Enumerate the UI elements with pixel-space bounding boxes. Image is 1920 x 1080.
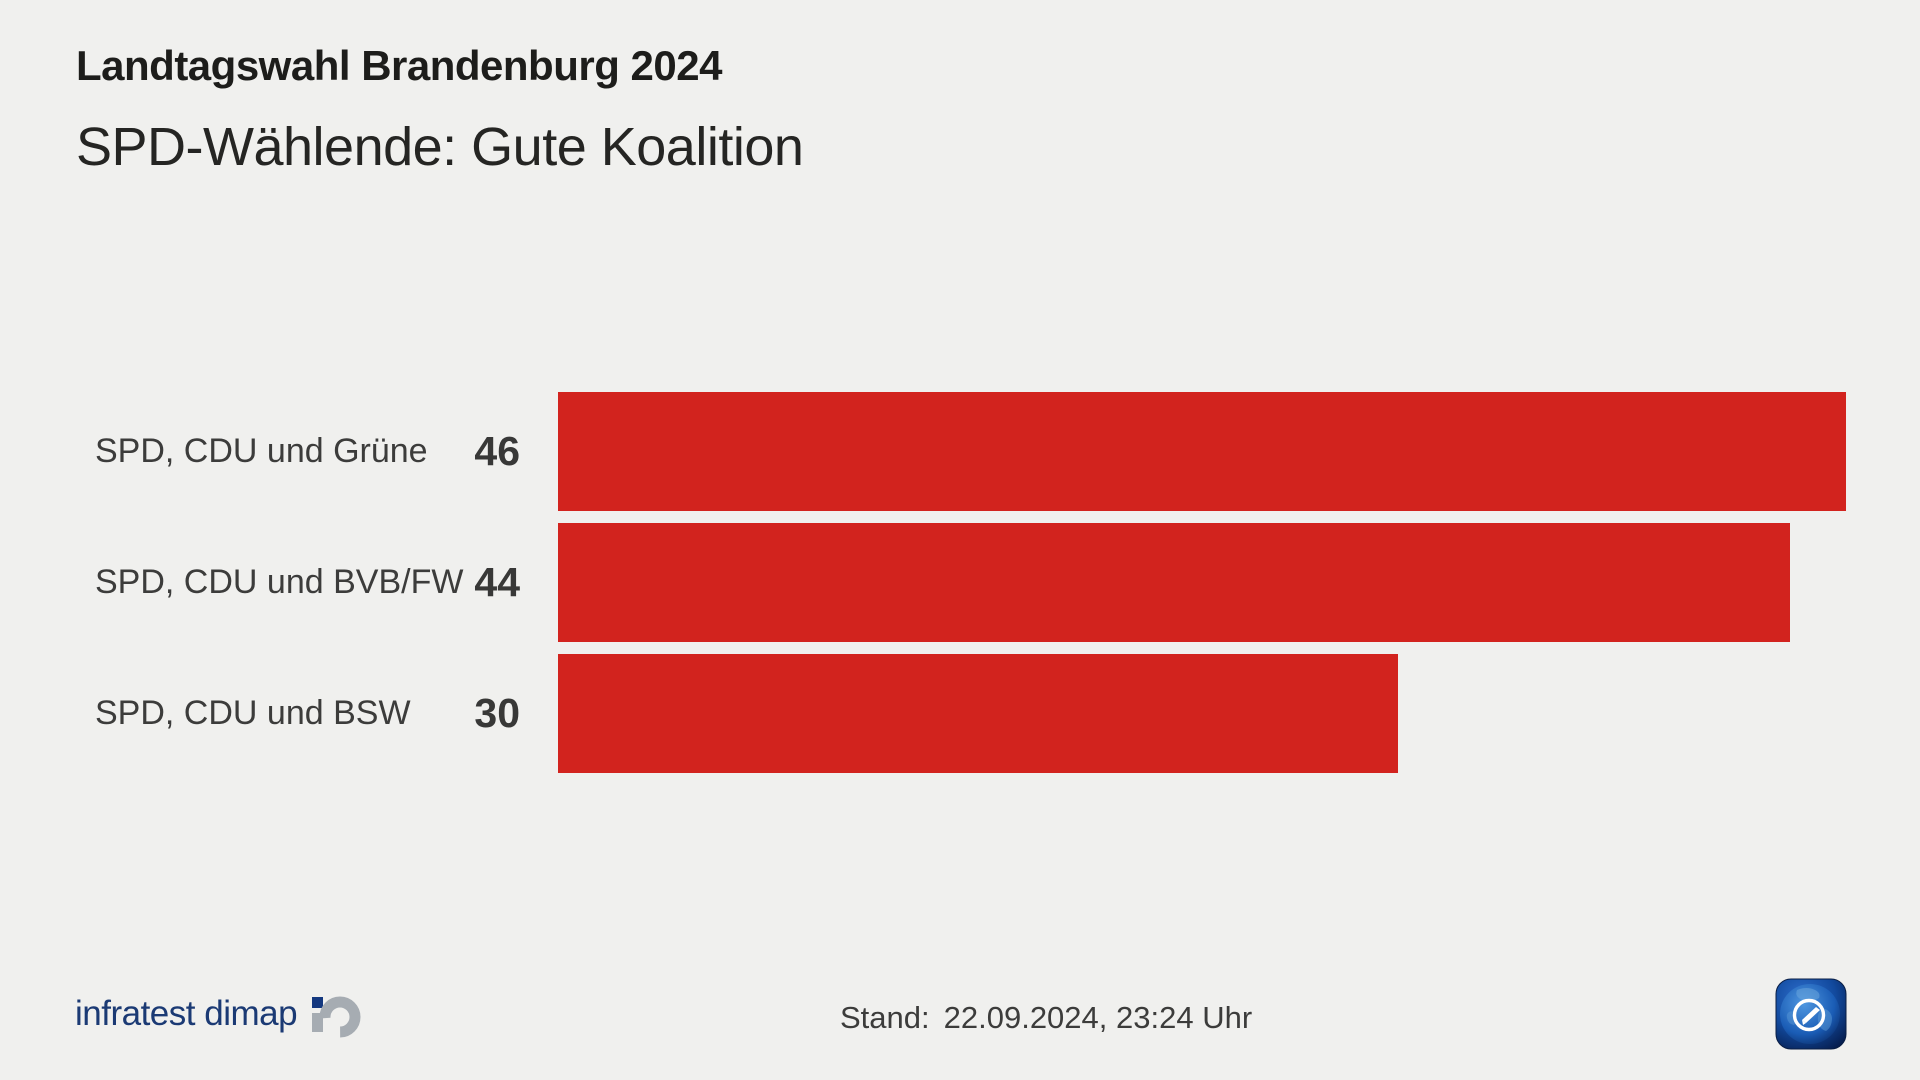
chart-row: SPD, CDU und BVB/FW 44 <box>0 523 1920 642</box>
infratest-dimap-wordmark: infratest dimap <box>75 994 298 1033</box>
bar-value: 44 <box>474 559 520 605</box>
chart-row: SPD, CDU und BSW 30 <box>0 654 1920 773</box>
page-title: Landtagswahl Brandenburg 2024 <box>76 42 722 89</box>
chart-subtitle: SPD-Wählende: Gute Koalition <box>76 117 804 177</box>
bar-value: 46 <box>474 428 520 474</box>
bar-label: SPD, CDU und BSW <box>95 694 411 732</box>
bar-value: 30 <box>474 690 520 736</box>
bar-label: SPD, CDU und BVB/FW <box>95 563 464 601</box>
ard-tagesschau-logo-icon <box>1775 978 1847 1050</box>
chart-row: SPD, CDU und Grüne 46 <box>0 392 1920 511</box>
bar-label: SPD, CDU und Grüne <box>95 432 428 470</box>
bar <box>558 392 1846 511</box>
infratest-dimap-logo: infratest dimap <box>75 988 361 1040</box>
stand-value: 22.09.2024, 23:24 Uhr <box>943 1000 1253 1035</box>
bar <box>558 654 1398 773</box>
bar <box>558 523 1790 642</box>
stand-label: Stand: <box>840 1000 930 1035</box>
infratest-dimap-mark-icon <box>312 996 361 1038</box>
status-timestamp: Stand: 22.09.2024, 23:24 Uhr <box>840 1000 1252 1036</box>
